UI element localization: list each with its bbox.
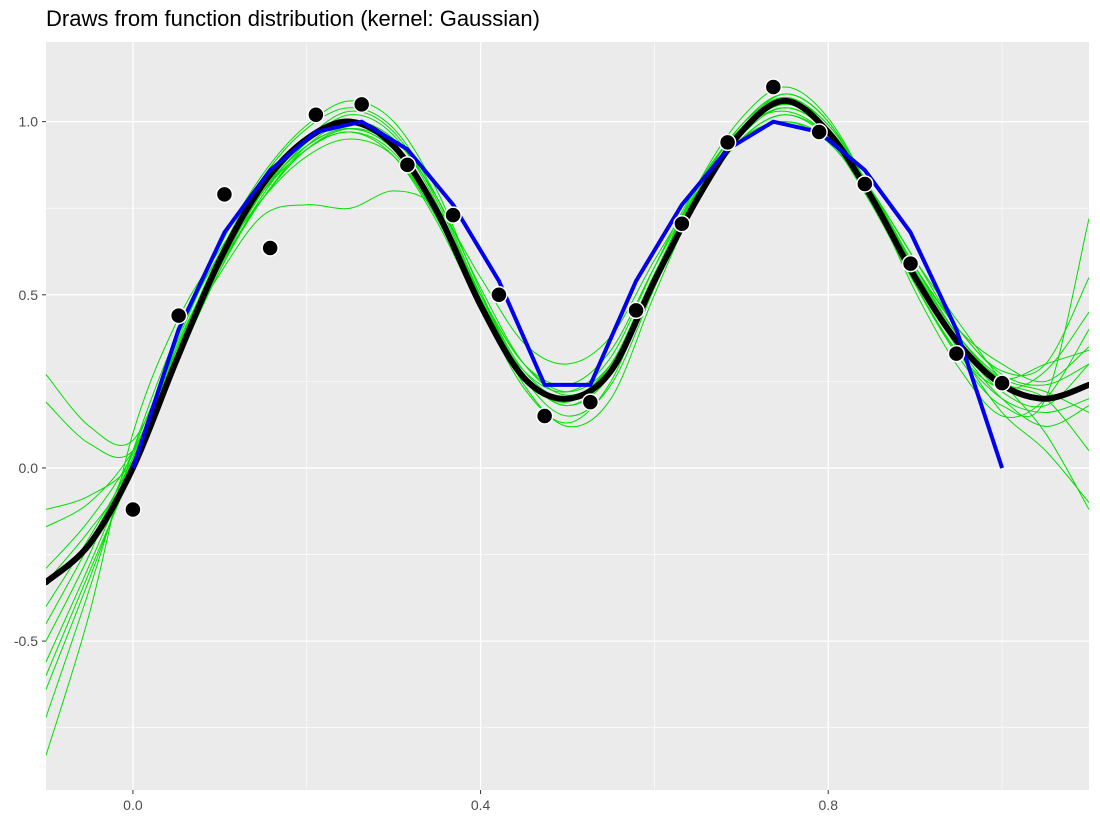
data-point [124, 500, 142, 519]
data-point [764, 78, 783, 96]
draw-curve [46, 100, 1089, 458]
data-point [947, 344, 966, 363]
data-point [490, 286, 508, 304]
data-point [215, 185, 234, 204]
data-point [673, 215, 691, 233]
interpolation-line [131, 119, 1004, 469]
data-point [581, 393, 600, 411]
y-tick-label: 1.0 [19, 114, 39, 130]
chart-title: Draws from function distribution (kernel… [46, 6, 540, 31]
data-point [307, 105, 325, 124]
y-tick-label: -0.5 [14, 633, 38, 649]
data-point [169, 306, 188, 325]
data-point [261, 239, 279, 257]
data-point [535, 407, 554, 425]
y-tick-label: 0.0 [19, 460, 39, 476]
data-point [810, 123, 828, 141]
data-point [444, 206, 462, 224]
y-tick-label: 0.5 [19, 287, 39, 303]
data-point [627, 301, 645, 320]
data-point [901, 254, 920, 273]
data-point [352, 95, 371, 114]
data-point [856, 175, 874, 193]
data-point [398, 156, 417, 174]
data-point [718, 133, 737, 152]
x-tick-label: 0.8 [819, 797, 839, 813]
x-tick-label: 0.4 [471, 797, 491, 813]
draw-curve [46, 107, 1089, 510]
x-tick-label: 0.0 [123, 797, 143, 813]
data-point [993, 374, 1011, 392]
